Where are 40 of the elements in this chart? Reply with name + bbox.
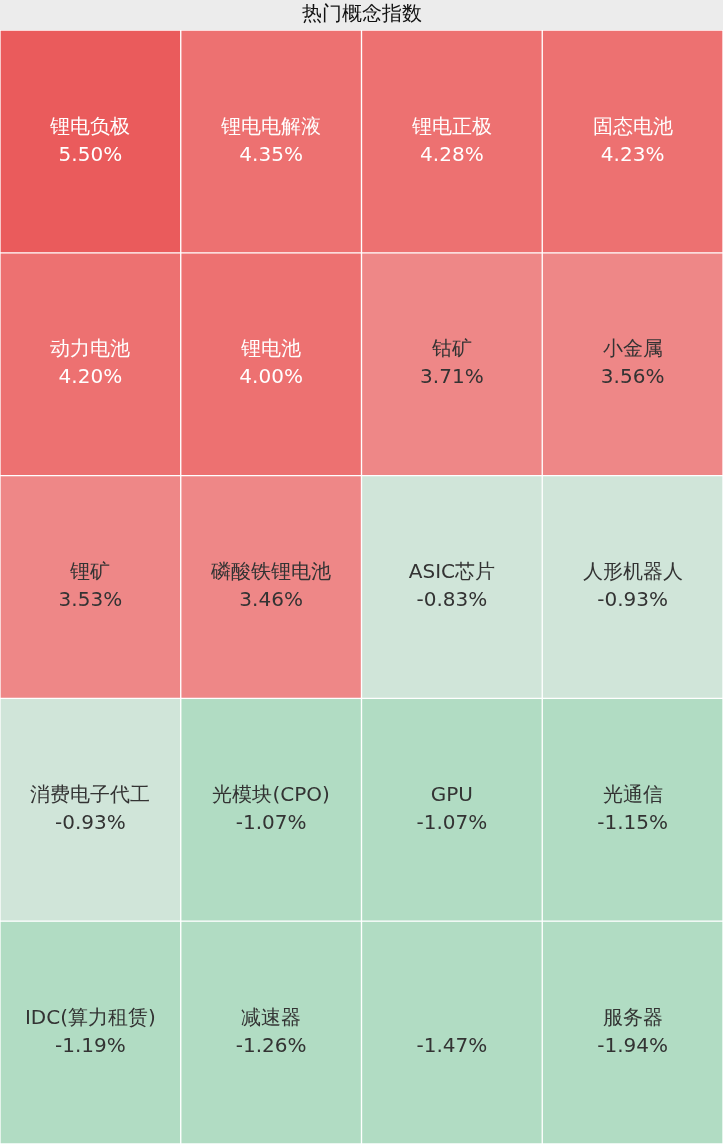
category-label: 锂矿 xyxy=(69,559,111,584)
data-label: -1.94% xyxy=(597,1032,669,1057)
category-label: 锂电电解液 xyxy=(220,113,322,138)
category-label: 固态电池 xyxy=(592,113,673,138)
data-label: 3.46% xyxy=(239,587,303,612)
text: 热门概念指数 xyxy=(0,0,723,30)
category-label: ASIC芯片 xyxy=(408,559,495,584)
data-label: 5.50% xyxy=(58,141,123,166)
data-label: 4.28% xyxy=(420,141,484,166)
data-label: -1.19% xyxy=(54,1032,126,1057)
category-label: 光通信 xyxy=(602,782,663,806)
category-label: 消费电子代工 xyxy=(30,782,151,806)
data-label: -1.07% xyxy=(416,810,488,834)
category-label: 小金属 xyxy=(602,336,663,361)
category-label: 钴矿 xyxy=(430,336,472,361)
data-label: 4.00% xyxy=(239,364,303,389)
data-label: 3.71% xyxy=(420,364,484,389)
data-label: 4.35% xyxy=(239,141,303,166)
category-label: GPU xyxy=(430,782,473,806)
data-label: 4.23% xyxy=(600,141,665,166)
data-label: -1.26% xyxy=(235,1032,307,1057)
category-label: 服务器 xyxy=(602,1004,663,1029)
data-label: -0.93% xyxy=(54,810,126,834)
data-label: 3.56% xyxy=(600,364,665,389)
data-label: -0.93% xyxy=(597,587,669,612)
category-label: 磷酸铁锂电池 xyxy=(210,559,332,584)
category-label: 锂电负极 xyxy=(49,113,131,138)
category-label: 动力电池 xyxy=(50,336,131,361)
data-label: -0.83% xyxy=(416,587,488,612)
category-label: 光模块(CPO) xyxy=(212,782,330,806)
data-label: -1.15% xyxy=(597,810,669,834)
category-label: 锂电正极 xyxy=(410,113,492,138)
category-label: 锂电池 xyxy=(240,336,302,361)
data-label: -1.07% xyxy=(235,810,307,834)
data-label: 3.53% xyxy=(58,587,123,612)
category-label: 减速器 xyxy=(241,1004,302,1029)
data-label: 4.20% xyxy=(58,364,123,389)
data-label: -1.47% xyxy=(416,1032,488,1057)
category-label: IDC(算力租赁) xyxy=(24,1004,156,1029)
category-label: 人形机器人 xyxy=(582,559,683,584)
